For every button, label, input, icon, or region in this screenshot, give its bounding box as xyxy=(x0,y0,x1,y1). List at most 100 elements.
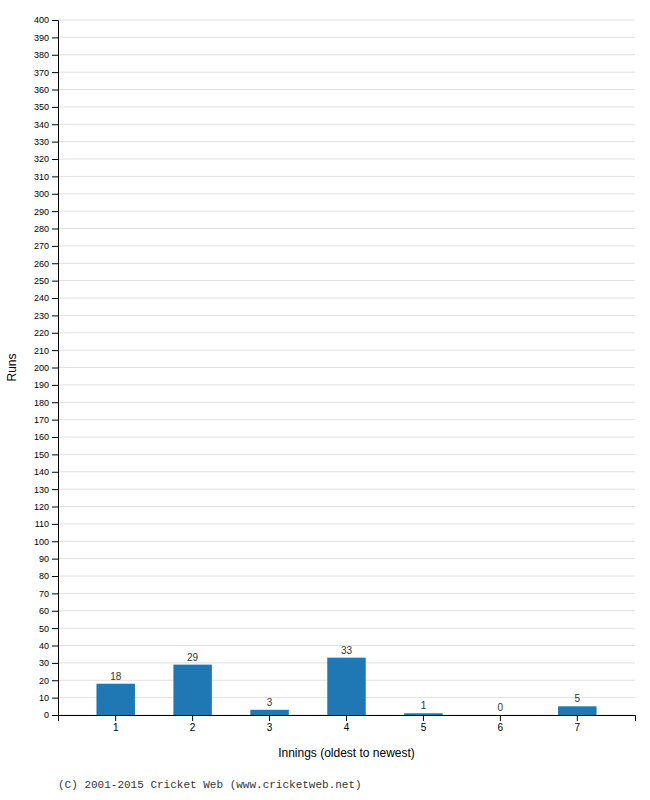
grid-line xyxy=(58,245,635,246)
y-tick-label: 50 xyxy=(39,624,49,634)
y-tick-label: 380 xyxy=(34,50,49,60)
y-axis: 0102030405060708090100110120130140150160… xyxy=(34,15,59,720)
y-tick-label: 250 xyxy=(34,276,49,286)
y-tick-mark xyxy=(52,541,58,542)
y-tick-label: 280 xyxy=(34,224,49,234)
data-label: 0 xyxy=(498,702,504,713)
x-tick-mark xyxy=(577,715,578,721)
grid-line xyxy=(58,193,635,194)
x-tick-label: 7 xyxy=(575,722,581,733)
y-tick-mark xyxy=(52,663,58,664)
plot: 1829333105010203040506070809010011012013… xyxy=(34,15,636,733)
y-tick-label: 390 xyxy=(34,33,49,43)
bar xyxy=(481,715,519,716)
y-tick: 40 xyxy=(39,641,58,651)
y-tick-label: 170 xyxy=(34,415,49,425)
y-tick-mark xyxy=(52,593,58,594)
y-tick-mark xyxy=(52,507,58,508)
y-tick-label: 220 xyxy=(34,328,49,338)
y-tick-mark xyxy=(52,715,58,716)
y-tick: 100 xyxy=(34,537,58,547)
grid-line xyxy=(58,419,635,420)
x-tick-label: 5 xyxy=(421,722,427,733)
y-tick-label: 330 xyxy=(34,137,49,147)
y-tick: 230 xyxy=(34,311,58,321)
y-tick-label: 150 xyxy=(34,450,49,460)
x-axis: 1234567 xyxy=(59,715,636,733)
x-axis-title: Innings (oldest to newest) xyxy=(278,746,415,760)
grid-line xyxy=(58,54,635,55)
y-tick-label: 300 xyxy=(34,189,49,199)
y-tick-label: 70 xyxy=(39,589,49,599)
x-tick-label: 1 xyxy=(113,722,119,733)
y-tick-mark xyxy=(52,437,58,438)
y-tick-mark xyxy=(52,90,58,91)
y-tick: 190 xyxy=(34,380,58,390)
y-tick-label: 230 xyxy=(34,311,49,321)
data-label: 1 xyxy=(421,700,427,711)
y-tick: 90 xyxy=(39,554,58,564)
y-tick: 170 xyxy=(34,415,58,425)
grid-line xyxy=(58,89,635,90)
background xyxy=(0,0,650,800)
y-tick-mark xyxy=(52,298,58,299)
grid-line xyxy=(58,576,635,577)
y-tick-mark xyxy=(52,55,58,56)
data-label: 29 xyxy=(187,652,199,663)
y-tick-mark xyxy=(52,315,58,316)
y-tick: 50 xyxy=(39,624,58,634)
bar xyxy=(173,665,211,715)
y-tick-mark xyxy=(52,489,58,490)
y-tick-label: 400 xyxy=(34,15,49,25)
y-tick-mark xyxy=(52,611,58,612)
y-tick-label: 20 xyxy=(39,676,49,686)
y-tick-mark xyxy=(52,698,58,699)
grid-line xyxy=(58,298,635,299)
y-tick: 220 xyxy=(34,328,58,338)
y-tick-label: 360 xyxy=(34,85,49,95)
grid-line xyxy=(58,437,635,438)
x-tick-label: 3 xyxy=(267,722,273,733)
grid-line xyxy=(58,228,635,229)
y-tick-mark xyxy=(52,20,58,21)
y-tick: 320 xyxy=(34,154,58,164)
y-tick-label: 340 xyxy=(34,120,49,130)
y-tick-label: 160 xyxy=(34,432,49,442)
y-tick: 350 xyxy=(34,102,58,112)
grid-line xyxy=(58,628,635,629)
y-tick: 300 xyxy=(34,189,58,199)
x-tick-mark xyxy=(423,715,424,721)
y-tick-mark xyxy=(52,37,58,38)
y-tick-label: 90 xyxy=(39,554,49,564)
y-tick-label: 310 xyxy=(34,172,49,182)
bar xyxy=(250,710,288,715)
y-tick: 340 xyxy=(34,120,58,130)
y-tick-label: 140 xyxy=(34,467,49,477)
grid-line xyxy=(58,523,635,524)
y-tick-mark xyxy=(52,385,58,386)
x-tick-label: 4 xyxy=(344,722,350,733)
x-tick-mark xyxy=(192,715,193,721)
y-tick-label: 210 xyxy=(34,346,49,356)
y-tick: 110 xyxy=(35,519,58,529)
y-tick-label: 290 xyxy=(34,207,49,217)
grid-line xyxy=(58,280,635,281)
grid-line xyxy=(58,489,635,490)
y-tick-mark xyxy=(52,194,58,195)
grid-line xyxy=(58,471,635,472)
y-tick: 210 xyxy=(34,346,58,356)
y-tick-mark xyxy=(52,420,58,421)
y-tick-mark xyxy=(52,142,58,143)
y-tick: 180 xyxy=(34,398,58,408)
x-tick: 5 xyxy=(421,715,427,733)
bars xyxy=(96,658,596,715)
y-tick: 240 xyxy=(34,293,58,303)
y-tick-mark xyxy=(52,628,58,629)
y-tick-label: 10 xyxy=(39,693,49,703)
y-tick-mark xyxy=(52,368,58,369)
x-tick: 4 xyxy=(344,715,350,733)
y-tick: 120 xyxy=(34,502,58,512)
grid-line xyxy=(58,176,635,177)
grid-line xyxy=(58,263,635,264)
y-tick-mark xyxy=(52,263,58,264)
